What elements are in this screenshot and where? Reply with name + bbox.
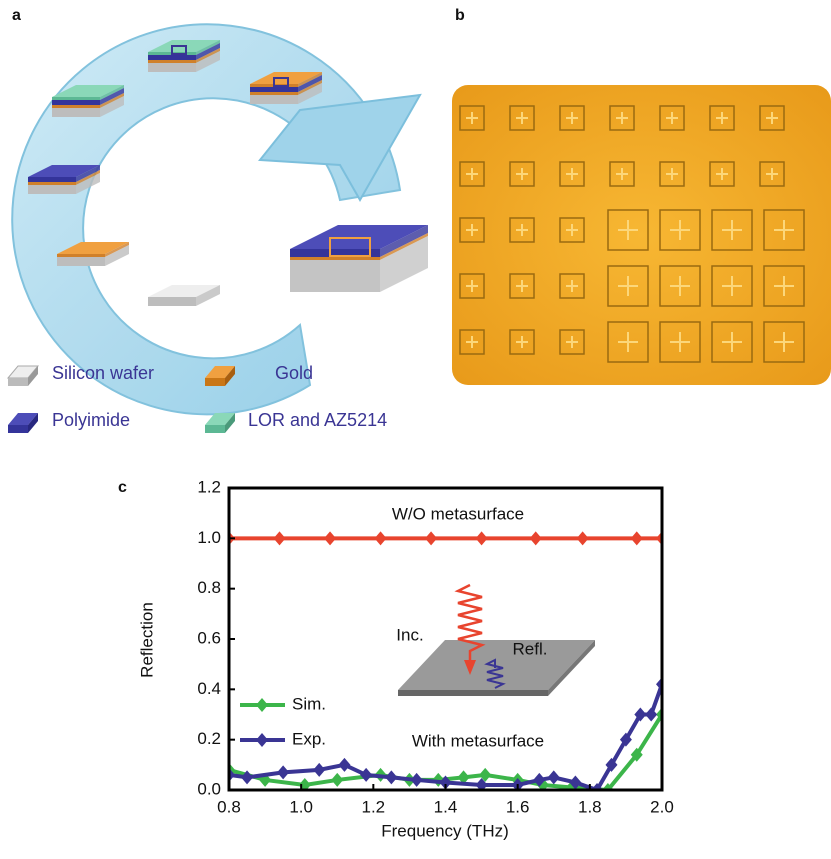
annotation: W/O metasurface xyxy=(392,504,524,523)
block-layer xyxy=(290,257,380,260)
legend-text: Polyimide xyxy=(52,410,130,430)
y-tick-label: 0.2 xyxy=(197,729,221,748)
legend-text: Sim. xyxy=(292,694,326,713)
legend-text: Gold xyxy=(275,363,313,383)
panel-label: a xyxy=(12,7,21,24)
x-tick-label: 2.0 xyxy=(650,797,674,816)
x-tick-label: 1.4 xyxy=(434,797,458,816)
marker xyxy=(476,531,488,545)
x-tick-label: 1.8 xyxy=(578,797,602,816)
block-layer xyxy=(28,185,76,194)
legend-text: Silicon wafer xyxy=(52,363,154,383)
block-layer xyxy=(57,254,105,257)
block-layer xyxy=(52,108,100,117)
marker xyxy=(277,765,289,779)
x-tick-label: 0.8 xyxy=(217,797,241,816)
cycle-arrow xyxy=(12,24,420,414)
marker xyxy=(425,531,437,545)
block-layer xyxy=(148,63,196,72)
annotation: With metasurface xyxy=(412,731,544,750)
marker xyxy=(385,770,397,784)
y-tick-label: 1.0 xyxy=(197,528,221,547)
marker xyxy=(530,531,542,545)
block-layer xyxy=(148,60,196,63)
x-tick-label: 1.2 xyxy=(362,797,386,816)
x-tick-label: 1.0 xyxy=(289,797,313,816)
y-tick-label: 0.6 xyxy=(197,628,221,647)
inset xyxy=(398,585,595,696)
marker xyxy=(375,531,387,545)
legend-text: LOR and AZ5214 xyxy=(248,410,387,430)
marker xyxy=(338,758,350,772)
annotation: Refl. xyxy=(513,639,548,658)
annotation: Inc. xyxy=(396,625,423,644)
block-layer xyxy=(250,92,298,95)
block-layer xyxy=(148,55,196,60)
block-layer xyxy=(148,297,196,306)
block-layer xyxy=(290,260,380,292)
marker xyxy=(331,773,343,787)
block-layer xyxy=(52,105,100,108)
y-axis-label: Reflection xyxy=(137,602,156,678)
block-layer xyxy=(250,87,298,92)
marker xyxy=(548,770,560,784)
legend-text: Exp. xyxy=(292,729,326,748)
block-layer xyxy=(250,95,298,104)
y-tick-label: 0.8 xyxy=(197,578,221,597)
marker xyxy=(631,531,643,545)
marker xyxy=(324,531,336,545)
panel-label: b xyxy=(455,7,465,24)
marker xyxy=(645,708,657,722)
x-axis-label: Frequency (THz) xyxy=(381,821,509,840)
block-layer xyxy=(52,97,100,100)
y-tick-label: 1.2 xyxy=(197,477,221,496)
legend-marker xyxy=(256,733,268,747)
y-tick-label: 0.0 xyxy=(197,779,221,798)
legend-marker xyxy=(256,698,268,712)
panel-label: c xyxy=(118,479,127,496)
block-layer xyxy=(52,100,100,105)
marker xyxy=(313,763,325,777)
marker xyxy=(577,531,589,545)
x-tick-label: 1.6 xyxy=(506,797,530,816)
block-layer xyxy=(28,182,76,185)
marker xyxy=(411,773,423,787)
y-tick-label: 0.4 xyxy=(197,679,221,698)
marker xyxy=(360,768,372,782)
figure: a Silicon wafer Gold Polyimide LOR and A… xyxy=(0,0,831,854)
block-layer xyxy=(28,177,76,182)
block-layer xyxy=(57,257,105,266)
marker xyxy=(274,531,286,545)
